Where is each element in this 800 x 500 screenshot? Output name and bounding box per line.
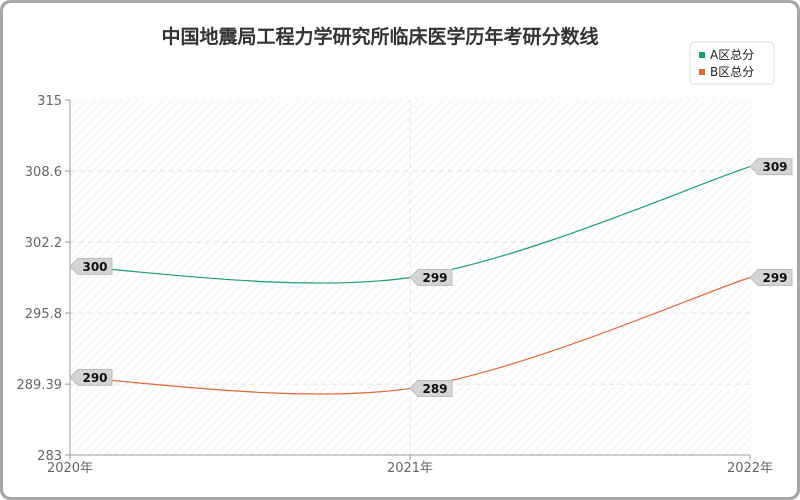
data-label: 299 [409, 269, 453, 286]
data-label-text: 290 [82, 371, 107, 385]
legend-box [689, 41, 775, 85]
y-tick-labels: 315 308.6 302.2 295.8 289.39 283 [17, 94, 70, 464]
data-label-tag [409, 379, 453, 397]
chart-title: 中国地震局工程力学研究所临床医学历年考研分数线 [161, 25, 598, 48]
data-label: 299 [749, 269, 793, 286]
data-label-tag [69, 368, 113, 386]
chart-canvas: 中国地震局工程力学研究所临床医学历年考研分数线 315 308.6 302.2 295… [3, 3, 797, 497]
y-tick-label: 315 [37, 94, 62, 109]
y-tick-label: 308.6 [25, 165, 62, 180]
legend-swatch-b [699, 69, 705, 75]
y-tick-label: 283 [37, 449, 62, 464]
y-tick-label: 289.39 [17, 378, 63, 393]
data-label-tag [69, 257, 113, 275]
data-label-tag [749, 158, 793, 176]
legend-label-a[interactable]: A区总分 [710, 48, 754, 62]
data-label-text: 289 [422, 382, 447, 396]
data-labels: 300 299 309 290 289 299 [69, 158, 793, 397]
y-tick-label: 302.2 [25, 236, 62, 251]
x-tick-labels: 2020年 2021年 2022年 [47, 455, 773, 476]
data-label-text: 299 [762, 271, 787, 285]
data-label-text: 299 [422, 271, 447, 285]
data-label-tag [409, 269, 453, 286]
data-label: 290 [69, 368, 113, 386]
data-label: 300 [69, 257, 113, 275]
data-label: 289 [409, 379, 453, 397]
legend-label-b[interactable]: B区总分 [710, 65, 754, 79]
legend[interactable]: A区总分 B区总分 [689, 41, 775, 85]
line-chart: 中国地震局工程力学研究所临床医学历年考研分数线 315 308.6 302.2 295… [17, 25, 793, 476]
y-tick-label: 295.8 [25, 307, 62, 322]
x-tick-label: 2022年 [727, 461, 773, 476]
data-label-tag [749, 269, 793, 286]
x-tick-label: 2020年 [47, 461, 93, 476]
data-label-text: 309 [762, 160, 787, 174]
data-label-text: 300 [82, 260, 107, 274]
x-tick-label: 2021年 [387, 461, 433, 476]
legend-swatch-a [699, 52, 705, 58]
data-label: 309 [749, 158, 793, 176]
